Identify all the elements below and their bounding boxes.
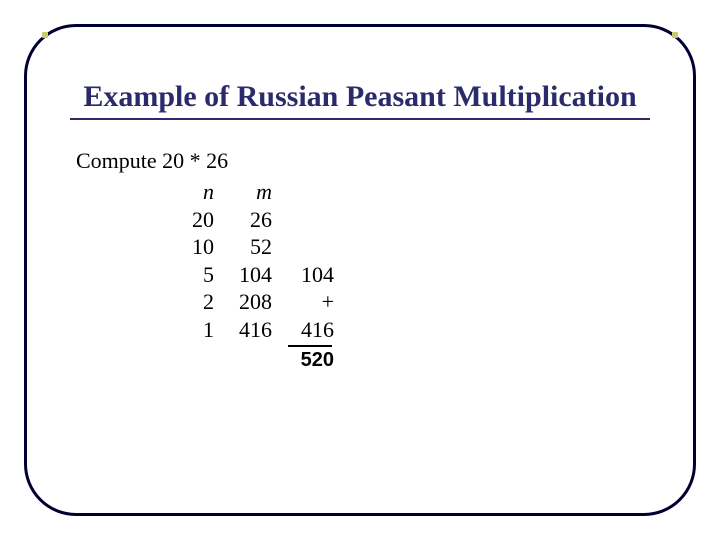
cell-sum: 104: [280, 261, 334, 289]
table-header-row: n m: [170, 178, 650, 206]
cell-m: 208: [222, 288, 280, 316]
cell-m: 52: [222, 233, 280, 261]
corner-accent-top-right: [672, 32, 678, 38]
compute-expression: Compute 20 * 26: [76, 148, 650, 174]
cell-n: 10: [170, 233, 222, 261]
cell-n: 5: [170, 261, 222, 289]
header-m: m: [222, 178, 280, 206]
table-row: 10 52: [170, 233, 650, 261]
cell-n: 2: [170, 288, 222, 316]
table-row: 20 26: [170, 206, 650, 234]
table-row: 1 416 416: [170, 316, 650, 344]
cell-sum: +: [280, 288, 334, 316]
result-value: 520: [280, 349, 334, 372]
table-row: 2 208 +: [170, 288, 650, 316]
slide-content: Example of Russian Peasant Multiplicatio…: [70, 80, 650, 372]
multiplication-table: n m 20 26 10 52 5 104 104 2 208 + 1 416 …: [170, 178, 650, 372]
slide-title: Example of Russian Peasant Multiplicatio…: [70, 80, 650, 120]
cell-n: 1: [170, 316, 222, 344]
table-row: 5 104 104: [170, 261, 650, 289]
cell-m: 416: [222, 316, 280, 344]
cell-m: 104: [222, 261, 280, 289]
sum-underline: [288, 345, 332, 347]
header-n: n: [170, 178, 222, 206]
corner-accent-top-left: [42, 32, 48, 38]
cell-m: 26: [222, 206, 280, 234]
cell-sum: 416: [280, 316, 334, 344]
cell-n: 20: [170, 206, 222, 234]
